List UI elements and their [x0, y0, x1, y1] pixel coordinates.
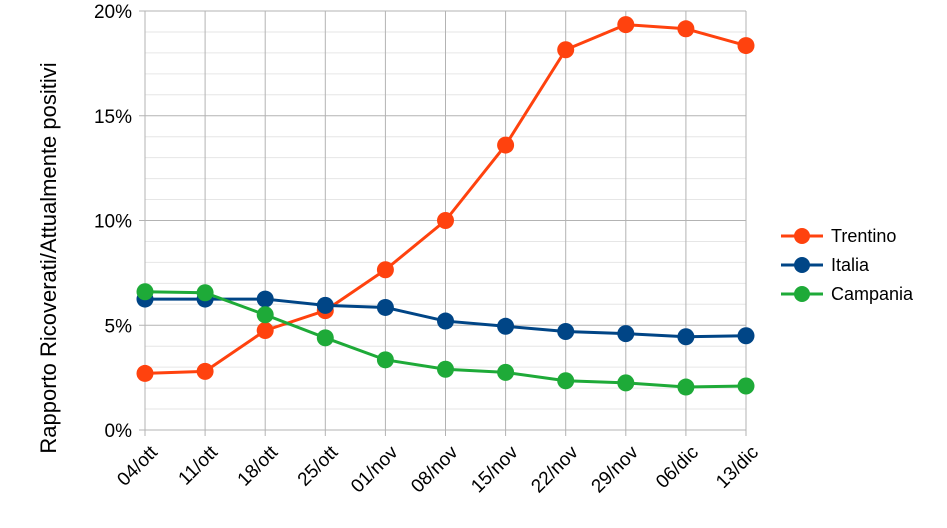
data-point: [437, 212, 454, 229]
data-point: [376, 351, 394, 369]
series-trentino: [136, 16, 755, 382]
data-point: [557, 41, 575, 59]
data-point: [376, 298, 394, 316]
data-point: [196, 362, 214, 380]
data-point: [617, 374, 635, 392]
x-tick-label: 01/nov: [347, 442, 403, 498]
y-tick-label: 10%: [94, 212, 132, 233]
legend: Trentino Italia Campania: [781, 226, 914, 304]
y-tick-label: 0%: [105, 421, 133, 442]
legend-item-italia: Italia: [781, 255, 870, 275]
y-tick-label: 5%: [105, 316, 133, 337]
legend-marker: [794, 228, 810, 244]
x-tick-label: 22/nov: [527, 442, 583, 498]
data-point: [497, 317, 515, 335]
legend-item-campania: Campania: [781, 284, 914, 304]
data-point: [437, 312, 454, 330]
legend-label: Trentino: [831, 226, 896, 246]
data-point: [136, 283, 154, 301]
legend-marker: [794, 257, 810, 273]
y-tick-label: 20%: [94, 2, 132, 23]
data-point: [557, 323, 575, 341]
x-tick-label: 04/ott: [113, 442, 162, 491]
data-point: [196, 284, 214, 302]
series-campania: [136, 283, 755, 396]
data-point: [497, 136, 515, 154]
data-point: [677, 378, 695, 396]
data-point: [256, 306, 274, 324]
data-point: [737, 377, 755, 395]
x-tick-label: 11/ott: [175, 442, 223, 490]
y-tick-label: 15%: [94, 107, 132, 128]
data-point: [256, 321, 274, 339]
x-tick-label: 15/nov: [467, 442, 523, 498]
data-point: [617, 325, 635, 343]
data-point: [677, 328, 695, 346]
data-point: [376, 261, 394, 279]
data-point: [316, 329, 334, 347]
y-tick-labels: 0% 5% 10% 15% 20%: [94, 2, 132, 442]
x-tick-label: 29/nov: [588, 442, 644, 498]
data-point: [677, 20, 695, 38]
data-point: [497, 363, 515, 381]
data-series: [136, 16, 755, 396]
x-tick-label: 08/nov: [407, 442, 463, 498]
data-point: [737, 37, 755, 55]
x-tick-label: 25/ott: [294, 442, 343, 491]
legend-item-trentino: Trentino: [781, 226, 896, 246]
data-point: [256, 290, 274, 308]
data-point: [617, 16, 635, 34]
x-tick-labels: 04/ott 11/ott 18/ott 25/ott 01/nov 08/nov 15/n…: [113, 442, 762, 498]
legend-marker: [794, 286, 810, 302]
data-point: [316, 296, 334, 314]
x-tick-label: 06/dic: [652, 442, 703, 493]
x-tick-label: 18/ott: [234, 442, 283, 491]
y-axis-label: Rapporto Ricoverati/Attualmente positivi: [36, 62, 61, 453]
data-point: [737, 327, 755, 345]
legend-label: Italia: [831, 255, 870, 275]
legend-label: Campania: [831, 284, 914, 304]
x-tick-label: 13/dic: [712, 442, 763, 493]
data-point: [437, 360, 454, 378]
data-point: [136, 364, 154, 382]
data-point: [557, 372, 575, 390]
